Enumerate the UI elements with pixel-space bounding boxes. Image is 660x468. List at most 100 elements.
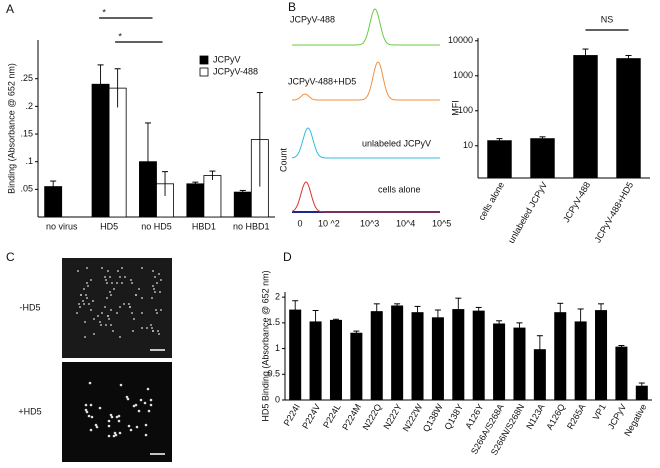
particle [97,315,99,317]
x-tick-label: N222Q [361,402,384,432]
particle [127,424,131,428]
histogram-curve [291,181,440,213]
particle [156,282,158,284]
particle [116,282,118,284]
particle [84,403,88,407]
particle [152,330,154,332]
y-axis-label: MFI [450,100,460,116]
particle [134,403,138,407]
particle [107,315,109,317]
x-tick-label: 10 ^2 [318,218,340,228]
x-tick-label: P224I [282,402,302,427]
bar [595,310,608,401]
significance-label: * [118,31,122,41]
bar [289,309,302,401]
particle [153,288,155,290]
particle [112,434,116,438]
particle [152,285,154,287]
particle [111,282,113,284]
particle [110,415,114,419]
particle [99,321,101,323]
particle [131,282,133,284]
particle [141,267,143,269]
particle [117,419,121,423]
particle [107,434,111,438]
particle [113,288,115,290]
particle [109,276,111,278]
particle [117,270,119,272]
particle [151,327,153,329]
particle [114,433,118,437]
y-tick-label: 1.5 [267,317,280,327]
panel-label: B [288,0,296,14]
particle [83,288,85,290]
legend-label: JCPyV-488 [213,66,258,76]
particle [147,409,151,413]
particle [112,330,114,332]
particle [105,324,107,326]
particle [83,303,85,305]
particle [126,397,130,401]
bar [487,140,512,179]
particle [132,404,136,408]
curve-label: JCPyV-488+HD5 [288,76,356,86]
y-tick-label: 100 [458,105,473,115]
particle [119,383,123,387]
particle [121,267,123,269]
particle [84,336,86,338]
image-label: +HD5 [18,406,41,416]
y-tick-label: .05 [20,184,33,194]
particle [82,300,84,302]
x-tick-label: 0 [297,218,302,228]
particle [146,327,148,329]
particle [84,408,88,412]
particle [121,282,123,284]
particle [101,267,103,269]
particle [94,423,98,427]
y-tick-label: 10 [463,140,473,150]
particle [159,291,161,293]
particle [85,294,87,296]
particle [144,423,148,427]
particle [160,309,162,311]
bar [370,311,383,401]
particle [84,321,86,323]
bar [554,312,567,401]
y-tick-label: .25 [20,73,33,83]
particle [137,409,141,413]
legend-swatch [199,55,209,65]
particle [144,433,148,437]
particle [80,294,82,296]
particle [156,312,158,314]
particle [149,398,153,402]
bar [472,310,485,401]
particle [150,324,152,326]
bar [431,317,444,401]
particle [110,324,112,326]
y-tick-label: .2 [25,101,33,111]
bar [513,327,526,401]
x-tick-label: cells alone [476,180,506,222]
particle [88,303,90,305]
y-tick-label: 0 [275,394,280,404]
particle [87,285,89,287]
bar [493,323,506,401]
particle [106,297,108,299]
particle [108,318,110,320]
image-label: -HD5 [19,302,40,312]
x-tick-label: JCPyV-488 [561,180,592,224]
particle [95,425,99,429]
x-tick-label: no HBD1 [233,221,270,231]
particle [101,312,103,314]
x-tick-label: Q138Y [442,402,465,431]
particle [93,318,95,320]
particle [86,267,88,269]
x-tick-label: unlabeled JCPyV [506,180,549,245]
particle [133,318,135,320]
particle [131,312,133,314]
x-tick-label: 10^5 [432,218,451,228]
x-tick-label: no virus [46,221,78,231]
particle [129,306,131,308]
particle [90,309,92,311]
particle [85,410,89,414]
